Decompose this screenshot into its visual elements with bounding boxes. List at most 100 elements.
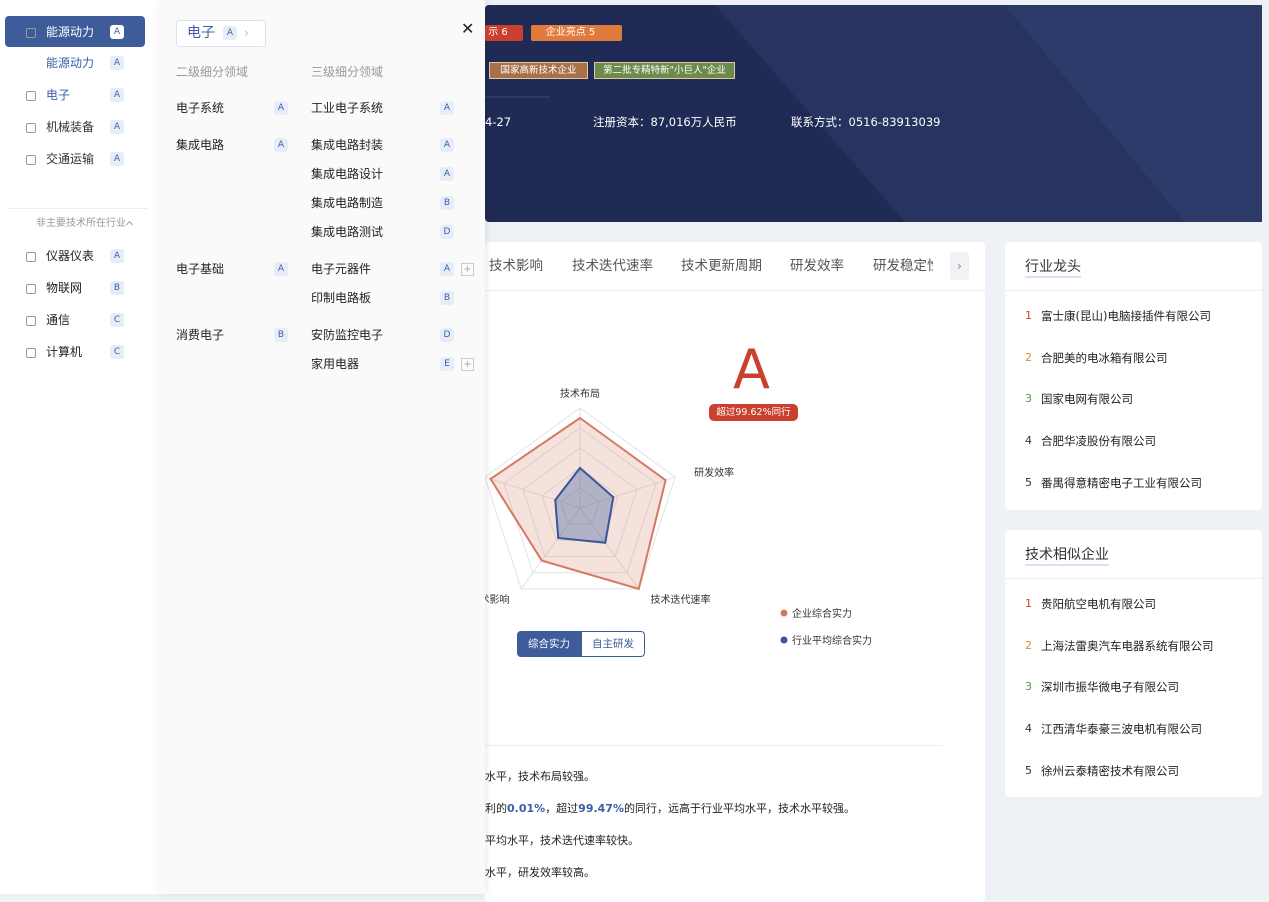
- qualification-badge: 第二批专精特新"小巨人"企业: [594, 62, 735, 79]
- info-field: 联系方式：0516-83913039: [791, 115, 941, 129]
- nav-subitem[interactable]: 能源动力: [46, 56, 95, 70]
- nav-item[interactable]: 电子: [46, 88, 71, 102]
- level2-item[interactable]: 电子基础: [176, 262, 225, 276]
- radar-axis-label: 技术迭代速率: [651, 593, 711, 606]
- grade-badge: A: [440, 101, 454, 115]
- icon: [26, 123, 36, 133]
- expand-button[interactable]: +: [461, 358, 474, 371]
- panel-title: 行业龙头: [1025, 258, 1081, 278]
- toggle-button[interactable]: 综合实力: [517, 631, 581, 657]
- panel-divider: [1005, 290, 1262, 291]
- percentile-badge: 超过99.62%同行: [709, 404, 798, 421]
- grade: A: [733, 338, 770, 401]
- panel-card: [1005, 530, 1262, 797]
- radar-area: [554, 466, 615, 544]
- level2-item[interactable]: 电子系统: [176, 101, 225, 115]
- tab[interactable]: 技术迭代速率: [572, 258, 653, 274]
- grade-badge: A: [110, 120, 124, 134]
- nav-item[interactable]: 仪器仪表: [46, 249, 95, 263]
- breadcrumb: [176, 20, 266, 47]
- tab[interactable]: 技术影响: [489, 258, 543, 274]
- grade-badge: C: [110, 345, 124, 359]
- company-link[interactable]: 国家电网有限公司: [1041, 392, 1133, 407]
- grade-badge: E: [440, 357, 454, 371]
- level3-item[interactable]: 家用电器: [311, 357, 360, 371]
- nav-item[interactable]: 能源动力: [46, 25, 95, 39]
- company-link[interactable]: 上海法雷奥汽车电器系统有限公司: [1041, 638, 1214, 653]
- level2-item[interactable]: 消费电子: [176, 328, 225, 342]
- company-link[interactable]: 富士康(昆山)电脑接插件有限公司: [1041, 309, 1211, 323]
- company-link[interactable]: 徐州云泰精密技术有限公司: [1041, 763, 1179, 778]
- level3-item[interactable]: 印制电路板: [311, 291, 372, 305]
- tab-divider: [485, 290, 985, 291]
- rank: 1: [1025, 597, 1032, 610]
- grade-badge: A: [110, 56, 124, 70]
- highlight-tag[interactable]: 企业亮点 5: [531, 25, 622, 41]
- legend-marker: [780, 636, 788, 644]
- level2-item[interactable]: 集成电路: [176, 138, 225, 152]
- level3-item[interactable]: 安防监控电子: [311, 328, 384, 342]
- highlight-tag[interactable]: 示 6: [485, 25, 523, 41]
- grade-badge: A: [110, 25, 124, 39]
- radar-ring: [522, 447, 638, 558]
- level3-item[interactable]: 工业电子系统: [311, 101, 384, 115]
- icon: [26, 348, 36, 358]
- close-button[interactable]: ✕: [461, 19, 475, 38]
- grade-badge: C: [110, 313, 124, 327]
- rank: 5: [1025, 475, 1032, 489]
- grade-badge: A: [274, 101, 288, 115]
- grade-badge: D: [440, 328, 454, 342]
- rank: 1: [1025, 309, 1032, 322]
- icon: [26, 284, 36, 294]
- icon: [26, 252, 36, 262]
- toggle-button[interactable]: 自主研发: [581, 631, 645, 657]
- radar-spoke: [579, 476, 676, 509]
- nav-item[interactable]: 通信: [46, 313, 71, 327]
- company-link[interactable]: 江西清华泰豪三波电机有限公司: [1041, 722, 1202, 737]
- column-header: 三级细分领域: [311, 65, 384, 79]
- nav-item[interactable]: 交通运输: [46, 152, 95, 166]
- tab[interactable]: 技术更新周期: [681, 258, 762, 274]
- info-field: 4-27: [485, 115, 512, 129]
- summary-line: 利的0.01%，超过99.47%的同行，远高于行业平均水平，技术水平较强。: [485, 800, 855, 818]
- company-link[interactable]: 贵阳航空电机有限公司: [1041, 597, 1156, 611]
- grade-badge: B: [440, 196, 454, 210]
- level3-item[interactable]: 集成电路测试: [311, 225, 384, 239]
- grade-badge: B: [274, 328, 288, 342]
- company-link[interactable]: 合肥华凌股份有限公司: [1041, 434, 1156, 449]
- summary-text: ，超过: [545, 802, 579, 815]
- level3-item[interactable]: 集成电路设计: [311, 167, 384, 181]
- tab[interactable]: 研发效率: [790, 258, 844, 274]
- tab-scroll[interactable]: ›: [950, 252, 969, 280]
- expand-button[interactable]: +: [461, 263, 474, 276]
- rank: 4: [1025, 434, 1032, 448]
- nav-item[interactable]: 物联网: [46, 281, 83, 295]
- breadcrumb-label[interactable]: 电子: [187, 25, 215, 41]
- breadcrumb-arrow: ›: [244, 26, 249, 40]
- level3-item[interactable]: 集成电路封装: [311, 138, 384, 152]
- radar-area: [489, 416, 667, 591]
- nav-item[interactable]: 机械装备: [46, 120, 95, 134]
- grade-badge: A: [110, 152, 124, 166]
- nav-item[interactable]: 计算机: [46, 345, 83, 359]
- company-link[interactable]: 合肥美的电冰箱有限公司: [1041, 350, 1168, 365]
- summary-text: 利的: [485, 802, 507, 815]
- rank: 2: [1025, 638, 1032, 652]
- level3-item[interactable]: 集成电路制造: [311, 196, 384, 210]
- radar-spoke: [485, 476, 581, 509]
- grade-badge: B: [440, 291, 454, 305]
- company-link[interactable]: 深圳市振华微电子有限公司: [1041, 680, 1179, 695]
- panel-title: 技术相似企业: [1025, 546, 1109, 566]
- tab[interactable]: 研发稳定性: [873, 258, 933, 274]
- company-link[interactable]: 番禺得意精密电子工业有限公司: [1041, 475, 1202, 490]
- icon: [26, 28, 36, 38]
- grade-badge: D: [440, 225, 454, 239]
- panel-divider: [1005, 578, 1262, 579]
- header-banner: [485, 5, 1262, 222]
- rank: 2: [1025, 350, 1032, 364]
- column-header: 二级细分领域: [176, 65, 249, 79]
- level3-item[interactable]: 电子元器件: [311, 262, 372, 276]
- summary-divider: [485, 745, 943, 746]
- grade-badge: A: [274, 262, 288, 276]
